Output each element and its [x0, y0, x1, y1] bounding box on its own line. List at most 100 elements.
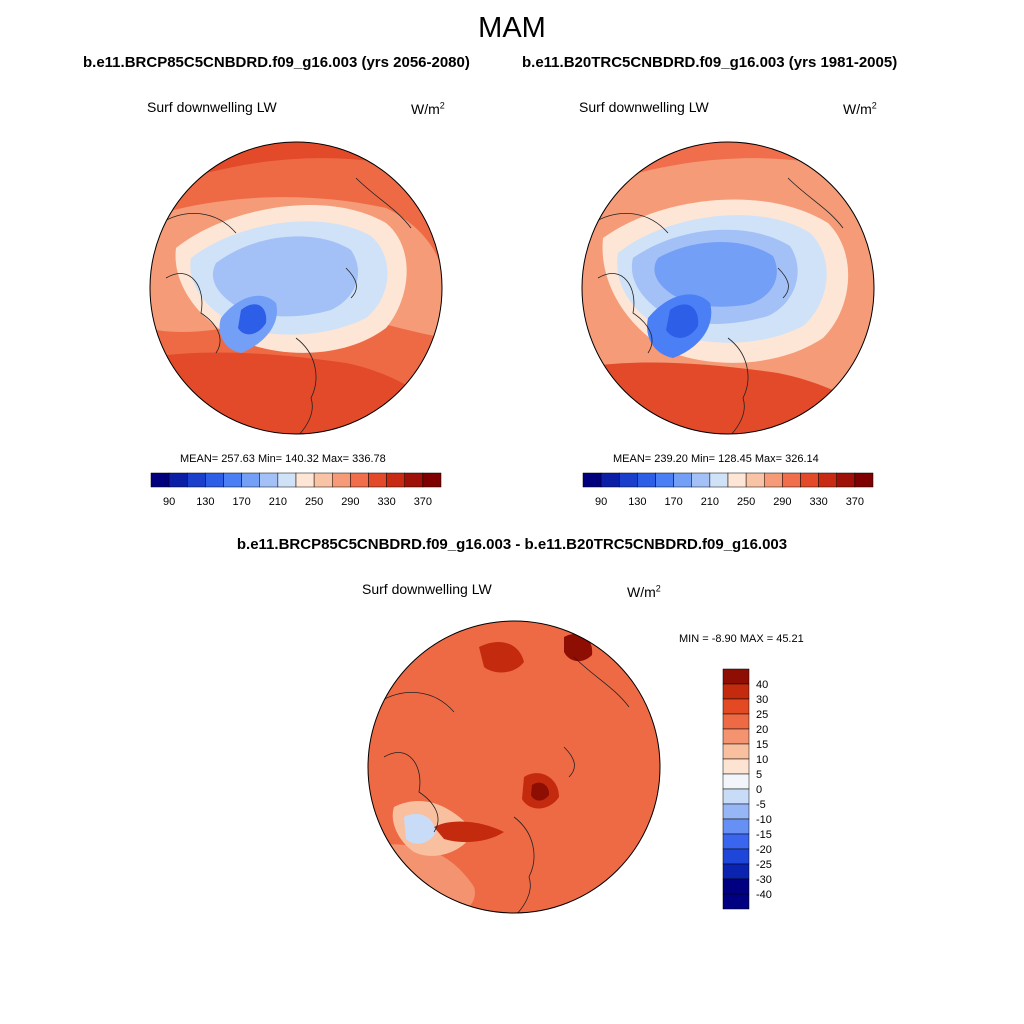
difference-unit: W/m2 — [627, 583, 661, 600]
difference-colorbar: 40 30 25 20 15 10 5 0 -5 -10 -15 -20 -25 -30 -40 — [722, 668, 772, 910]
difference-colorbar-tick-label: 0 — [756, 784, 762, 796]
panel1-colorbar-swatch — [332, 472, 351, 488]
panel1-variable-label: Surf downwelling LW — [147, 99, 277, 115]
panel1-colorbar-tick-label: 370 — [414, 496, 432, 508]
panel1-colorbar-swatch — [150, 472, 170, 488]
panel1-colorbar-swatch — [277, 472, 297, 488]
difference-colorbar-swatch — [722, 683, 750, 700]
difference-colorbar-tick-label: -15 — [756, 829, 772, 841]
difference-colorbar-swatch — [722, 893, 750, 910]
panel2-colorbar-swatch — [836, 472, 856, 488]
panel1-colorbar-swatch — [404, 472, 424, 488]
panel2-stats: MEAN= 239.20 Min= 128.45 Max= 326.14 — [613, 453, 819, 465]
panel2-case-title: b.e11.B20TRC5CNBDRD.f09_g16.003 (yrs 198… — [522, 54, 898, 71]
difference-colorbar-tick-label: -10 — [756, 814, 772, 826]
panel2-colorbar-tick-label: 370 — [846, 496, 864, 508]
panel1-colorbar-swatch — [422, 472, 442, 488]
difference-colorbar-tick-label: 10 — [756, 754, 768, 766]
panel2-unit: W/m2 — [843, 100, 877, 117]
panel2-coastlines — [592, 177, 844, 434]
panel2-colorbar-tick-label: 130 — [628, 496, 646, 508]
panel2-colorbar-swatch — [745, 472, 765, 488]
panel1-coastlines — [160, 177, 412, 434]
panel1-colorbar-tick-label: 330 — [377, 496, 395, 508]
panel2-colorbar-tick-label: 90 — [595, 496, 607, 508]
difference-colorbar-tick-label: 20 — [756, 724, 768, 736]
difference-colorbar-swatch — [722, 863, 750, 880]
panel1-polar-map — [149, 141, 443, 435]
difference-colorbar-tick-label: -30 — [756, 874, 772, 886]
difference-colorbar-swatch — [722, 818, 750, 835]
panel1-colorbar-swatch — [295, 472, 315, 488]
difference-map-border — [367, 620, 661, 914]
difference-colorbar-swatch — [722, 668, 750, 685]
panel2-colorbar-tick-label: 250 — [737, 496, 755, 508]
difference-field-hotspot-core — [531, 782, 550, 801]
panel1-colorbar-swatch — [187, 472, 206, 488]
panel2-colorbar-tick-label: 210 — [701, 496, 719, 508]
difference-colorbar-swatch — [722, 698, 750, 715]
panel1-colorbar-swatch — [205, 472, 224, 488]
difference-title: b.e11.BRCP85C5CNBDRD.f09_g16.003 - b.e11… — [236, 536, 788, 553]
difference-colorbar-tick-label: -25 — [756, 859, 772, 871]
panel2-colorbar-swatch — [818, 472, 837, 488]
difference-colorbar-swatch — [722, 713, 750, 730]
difference-colorbar-tick-label: 5 — [756, 769, 762, 781]
panel1-colorbar: 90 130 170 210 250 290 330 370 — [150, 472, 442, 508]
difference-colorbar-swatch — [722, 833, 750, 850]
panel2-colorbar-tick-label: 290 — [773, 496, 791, 508]
difference-colorbar-swatch — [722, 758, 750, 775]
difference-field-hotspot-ne — [564, 633, 593, 662]
panel1-colorbar-tick-label: 90 — [163, 496, 175, 508]
panel2-colorbar-swatch — [619, 472, 638, 488]
panel1-unit: W/m2 — [411, 100, 445, 117]
panel1-colorbar-swatch — [223, 472, 242, 488]
panel1-case-title: b.e11.BRCP85C5CNBDRD.f09_g16.003 (yrs 20… — [83, 54, 470, 71]
panel1-colorbar-swatch — [368, 472, 387, 488]
difference-polar-map — [367, 620, 661, 914]
panel2-field-arctic-core — [654, 241, 777, 307]
panel2-map-border — [581, 141, 875, 435]
panel2-colorbar-swatch — [637, 472, 656, 488]
panel1-colorbar-swatch — [350, 472, 369, 488]
panel1-colorbar-tick-label: 130 — [196, 496, 214, 508]
panel1-colorbar-tick-label: 170 — [232, 496, 250, 508]
panel1-map-border — [149, 141, 443, 435]
panel2-colorbar: 90 130 170 210 250 290 330 370 — [582, 472, 874, 508]
panel1-colorbar-swatch — [241, 472, 260, 488]
difference-colorbar-swatch — [722, 878, 750, 895]
difference-colorbar-tick-label: 30 — [756, 694, 768, 706]
panel2-colorbar-tick-label: 330 — [809, 496, 827, 508]
difference-stats: MIN = -8.90 MAX = 45.21 — [679, 633, 804, 645]
difference-colorbar-swatch — [722, 743, 750, 760]
difference-colorbar-tick-label: -40 — [756, 889, 772, 901]
difference-field-hotspot-north — [479, 642, 524, 673]
panel1-colorbar-swatch — [313, 472, 333, 488]
panel1-colorbar-swatch — [259, 472, 279, 488]
panel2-colorbar-swatch — [709, 472, 729, 488]
panel2-variable-label: Surf downwelling LW — [579, 99, 709, 115]
panel1-colorbar-tick-label: 210 — [269, 496, 287, 508]
difference-field-hotspot-greenland — [434, 821, 504, 843]
panel2-field-greenland-core — [666, 304, 699, 338]
difference-colorbar-tick-label: -20 — [756, 844, 772, 856]
panel2-colorbar-swatch — [854, 472, 874, 488]
difference-colorbar-swatch — [722, 803, 750, 820]
difference-colorbar-swatch — [722, 848, 750, 865]
difference-colorbar-swatch — [722, 773, 750, 790]
panel1-colorbar-swatch — [168, 472, 188, 488]
panel1-field-arctic — [212, 236, 359, 317]
panel2-colorbar-swatch — [764, 472, 783, 488]
panel1-stats: MEAN= 257.63 Min= 140.32 Max= 336.78 — [180, 453, 386, 465]
panel2-colorbar-swatch — [782, 472, 801, 488]
panel2-polar-map — [581, 141, 875, 435]
panel1-field-greenland-core — [238, 304, 267, 335]
difference-colorbar-tick-label: 15 — [756, 739, 768, 751]
panel2-colorbar-swatch — [582, 472, 602, 488]
difference-colorbar-swatch — [722, 788, 750, 805]
panel1-colorbar-tick-label: 290 — [341, 496, 359, 508]
difference-field-labrador-cool — [404, 813, 436, 844]
panel2-colorbar-swatch — [673, 472, 692, 488]
panel2-colorbar-tick-label: 170 — [664, 496, 682, 508]
difference-colorbar-swatch — [722, 728, 750, 745]
